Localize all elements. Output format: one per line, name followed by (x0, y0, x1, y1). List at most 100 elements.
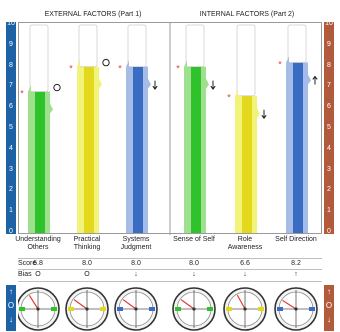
gauge-needle (122, 299, 137, 310)
neutral-bias-icon (53, 83, 61, 92)
score-row-label: Score (18, 260, 37, 267)
category-label: Understanding Others (13, 236, 63, 251)
scale-tick-label: 5 (9, 124, 13, 131)
gauge-hub (243, 307, 247, 311)
score-marker: * (176, 64, 180, 74)
bar (133, 66, 143, 233)
gauge-needle (236, 294, 246, 310)
scale-tick-label: 0 (9, 228, 13, 235)
bar-group-5: * (227, 24, 267, 233)
category-label-line: Practical (73, 236, 101, 243)
gauge-accent (149, 307, 155, 311)
score-marker: * (118, 64, 122, 74)
gauge-hub (36, 307, 40, 311)
gauge-hub (134, 307, 138, 311)
up-arrow-icon: ↑ (9, 287, 13, 296)
gauge-accent (207, 307, 213, 311)
category-label-line: Others (27, 243, 49, 251)
scale-tick-label: 3 (9, 165, 13, 173)
bar-tube (185, 24, 205, 67)
gauge-accent (68, 307, 74, 311)
bar-chart: * * * * * * (20, 23, 318, 235)
gauge-accent (175, 307, 181, 311)
category-label-line: Sense of Self (173, 236, 215, 243)
bias-value: ↓ (243, 271, 247, 278)
bar (293, 62, 303, 233)
score-marker: * (278, 59, 282, 69)
scale-tick-label: 8 (9, 61, 13, 69)
bar-shoulder (28, 85, 31, 92)
bar-shoulder (126, 60, 129, 67)
bar-group-2: * (69, 24, 110, 233)
bias-value: O (84, 271, 90, 278)
scale-tick-label: 3 (327, 165, 331, 173)
bias-row-label: Bias (18, 271, 32, 278)
scale-tick-label: 10 (7, 20, 15, 27)
gauge-row (18, 287, 318, 331)
scale-tick-label: 2 (327, 186, 331, 194)
bar-shoulder (206, 78, 209, 89)
gauge-accent (51, 307, 57, 311)
scale-tick-label: 8 (327, 61, 331, 69)
category-label-line: Thinking (73, 243, 101, 251)
bias-value: O (35, 271, 41, 278)
bar-shoulder (77, 60, 80, 67)
bar-tube (127, 24, 147, 67)
bar-shoulder (235, 89, 238, 96)
category-label-line: Systems (122, 236, 150, 243)
scale-tick-label: 4 (9, 144, 13, 152)
gauge-4 (172, 287, 216, 331)
bar-group-3: * (118, 24, 158, 233)
bar-shoulder (50, 103, 53, 114)
gauge-6 (274, 287, 318, 331)
right-bias-legend: ↑ O ↓ (324, 285, 334, 331)
gauge-accent (117, 307, 123, 311)
gauge-needle (180, 299, 195, 310)
right-scale-bar: 10 9 8 7 6 5 4 3 2 1 0 (324, 20, 334, 235)
bar-shoulder (286, 56, 289, 63)
bar-shoulder (257, 107, 260, 118)
bar (191, 66, 201, 233)
bar (35, 91, 45, 233)
score-value: 8.0 (131, 260, 141, 267)
category-label: Self Direction (271, 236, 321, 244)
gauge-2 (65, 287, 109, 331)
score-value: 6.6 (240, 260, 250, 267)
bar-shoulder (148, 78, 151, 89)
scale-tick-label: 9 (327, 40, 331, 48)
category-label: Role Awareness (220, 236, 270, 251)
gauge-accent (277, 307, 283, 311)
scale-tick-label: 4 (327, 144, 331, 152)
bar-shoulder (99, 78, 102, 89)
scale-tick-label: 7 (327, 82, 331, 90)
score-marker: * (227, 93, 231, 103)
bias-value: ↓ (192, 271, 196, 278)
bar-tube (78, 24, 98, 67)
bar-group-1: * (20, 24, 61, 233)
category-label-line: Judgment (120, 243, 152, 251)
gauge-accent (309, 307, 315, 311)
left-scale-bar: 10 9 8 7 6 5 4 3 2 1 0 (6, 20, 16, 235)
gauge-hub (85, 307, 89, 311)
score-value: 8.0 (189, 260, 199, 267)
down-arrow-icon: ↓ (327, 315, 331, 324)
internal-factors-header: INTERNAL FACTORS (Part 2) (199, 11, 295, 18)
category-label-line: Self Direction (275, 236, 317, 243)
category-label-line: Role (237, 236, 253, 243)
scale-tick-label: 6 (9, 103, 13, 111)
gauge-accent (100, 307, 106, 311)
gauge-accent (258, 307, 264, 311)
score-marker: * (69, 64, 73, 74)
bar-group-6: * (278, 24, 318, 233)
bar (84, 66, 94, 233)
category-label-line: Understanding (15, 236, 61, 243)
gauge-1 (18, 287, 60, 331)
bar-tube (287, 24, 307, 63)
left-bias-legend: ↑ O ↓ (6, 285, 16, 331)
score-value: 8.0 (82, 260, 92, 267)
scale-tick-label: 0 (327, 228, 331, 235)
scale-tick-label: 9 (9, 40, 13, 48)
gauge-needle (282, 299, 297, 310)
bar-group-4: * (176, 24, 216, 233)
gauge-5 (223, 287, 267, 331)
